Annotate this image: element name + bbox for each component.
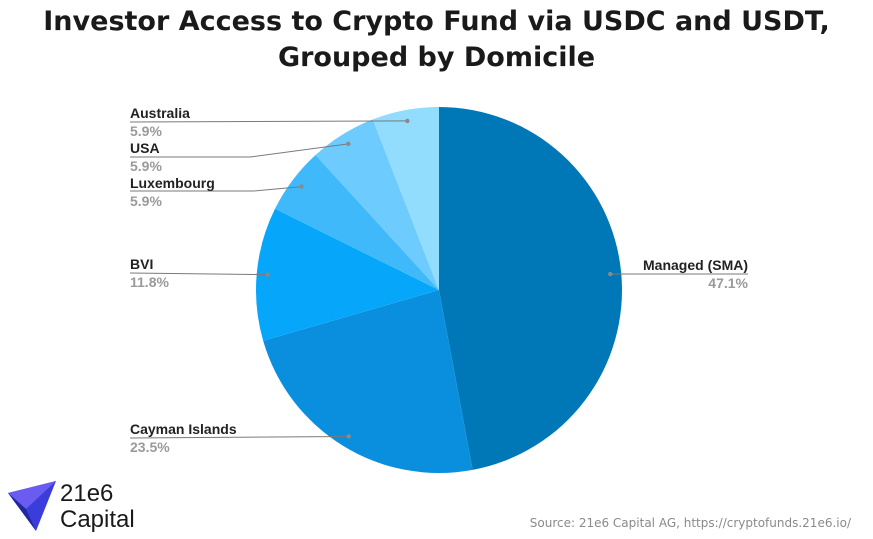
slice-percent-australia: 5.9% xyxy=(130,123,162,139)
chart-title: Investor Access to Crypto Fund via USDC … xyxy=(0,4,873,76)
logo-triangle-icon xyxy=(8,481,56,531)
logo-text-line2: Capital xyxy=(60,506,135,533)
pie-slice-bvi xyxy=(256,208,439,341)
source-note: Source: 21e6 Capital AG, https://cryptof… xyxy=(529,516,851,530)
slice-label-cayman-islands: Cayman Islands xyxy=(130,421,237,437)
leader-dot-cayman-islands xyxy=(346,434,351,439)
slice-label-managed-sma: Managed (SMA) xyxy=(643,257,748,273)
pie-slice-usa xyxy=(315,119,439,290)
slice-label-bvi: BVI xyxy=(130,256,153,272)
leader-line-australia xyxy=(129,120,408,123)
slice-percent-cayman-islands: 23.5% xyxy=(130,439,170,455)
leader-line-bvi xyxy=(129,272,268,276)
leader-line-cayman-islands xyxy=(129,435,349,439)
pie-slice-cayman-islands xyxy=(263,290,473,473)
leader-line-luxembourg xyxy=(130,186,302,192)
leader-dot-australia xyxy=(405,118,410,124)
leader-dot-luxembourg xyxy=(299,184,304,189)
leader-line-usa xyxy=(130,143,349,158)
leader-dot-bvi xyxy=(265,272,270,277)
slice-label-usa: USA xyxy=(130,140,160,156)
chart-title-line2: Grouped by Domicile xyxy=(277,42,596,73)
pie-slice-australia xyxy=(372,107,439,290)
slice-percent-bvi: 11.8% xyxy=(130,274,169,290)
leader-dot-managed-sma xyxy=(608,271,613,277)
slice-percent-usa: 5.9% xyxy=(130,158,162,174)
slice-label-australia: Australia xyxy=(130,105,190,121)
slice-percent-luxembourg: 5.9% xyxy=(130,193,162,209)
company-logo: 21e6 Capital xyxy=(6,479,156,535)
leader-dot-usa xyxy=(346,141,351,147)
pie-slice-managed-sma xyxy=(439,107,622,470)
slice-label-luxembourg: Luxembourg xyxy=(130,175,215,191)
pie-slice-luxembourg xyxy=(275,154,439,290)
chart-title-line1: Investor Access to Crypto Fund via USDC … xyxy=(43,6,830,37)
logo-text-line1: 21e6 xyxy=(60,480,114,507)
slice-percent-managed-sma: 47.1% xyxy=(708,275,748,291)
